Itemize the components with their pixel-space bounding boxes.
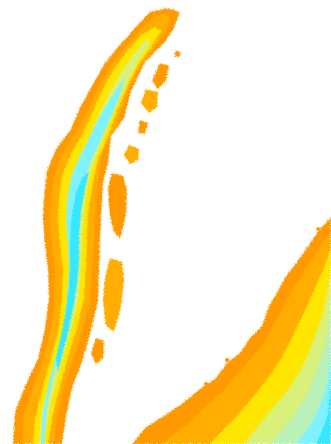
right-ridge-cyan (296, 344, 331, 444)
patch-upper (152, 63, 169, 89)
left-ridge (13, 8, 180, 444)
patch-bottom (91, 338, 104, 364)
right-ridge-pale-band (270, 298, 331, 444)
patch-mid-small (138, 120, 148, 134)
speckle (316, 227, 320, 231)
patch-tiny (174, 50, 181, 57)
patch-lower-2 (103, 258, 124, 332)
patch-mid (124, 145, 139, 164)
speckle (159, 423, 163, 427)
left-ridge-valley-aqua (56, 171, 89, 372)
speckle (225, 358, 229, 362)
left-ridge-patches (91, 50, 181, 364)
patch-upper-mid (141, 89, 158, 113)
right-ridge-speckles (159, 227, 320, 427)
left-ridge-green-band (39, 38, 150, 444)
right-ridge (132, 217, 331, 444)
right-ridge-aqua (316, 372, 331, 444)
speckle (280, 288, 284, 292)
patch-lower (108, 173, 127, 239)
speckle (204, 382, 208, 386)
